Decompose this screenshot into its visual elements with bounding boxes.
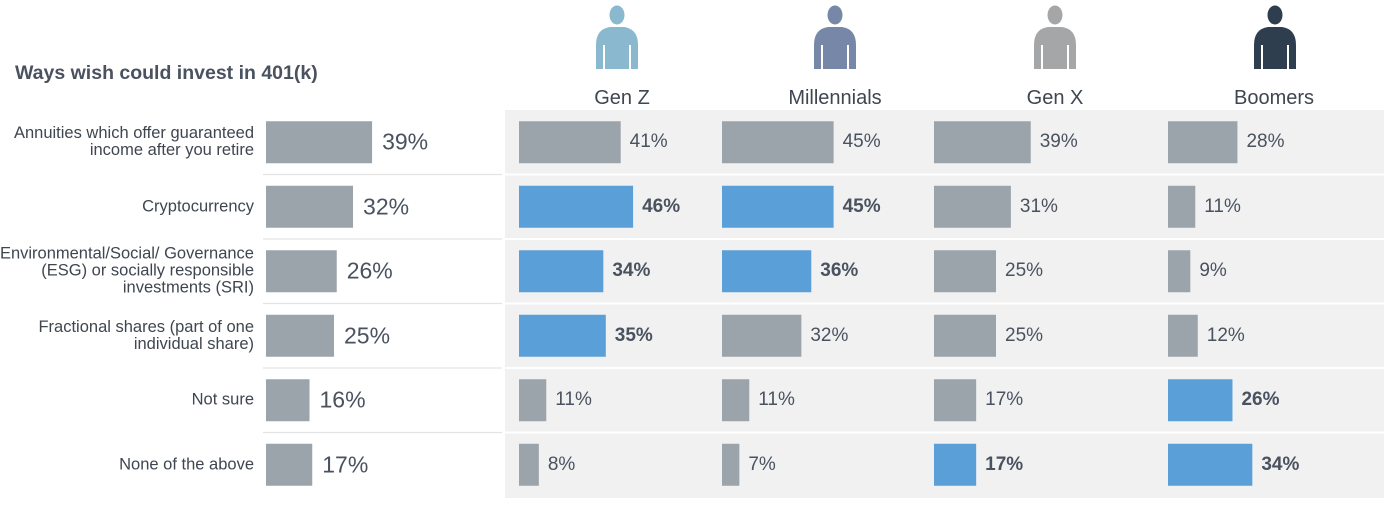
generation-value-label: 9% [1199, 260, 1227, 282]
overall-bar [266, 379, 310, 422]
overall-value-label: 39% [382, 128, 429, 155]
generation-header: Gen Z [594, 87, 650, 109]
overall-value-label: 17% [322, 451, 369, 478]
generation-value-label: 31% [1019, 195, 1058, 217]
category-label: Annuities which offer guaranteed income … [13, 124, 254, 160]
generation-value-label: 45% [842, 131, 881, 153]
generation-value-label: 7% [748, 453, 776, 475]
person-icon [814, 5, 856, 69]
category-label: None of the above [119, 455, 254, 474]
person-icon [1254, 5, 1296, 69]
generation-bar [1168, 314, 1198, 357]
category-label: Fractional shares (part of one individua… [38, 317, 254, 353]
generation-value-label: 26% [1241, 389, 1280, 411]
overall-value-label: 25% [344, 322, 391, 349]
generation-value-label: 11% [758, 389, 795, 411]
person-icon [1034, 5, 1076, 69]
generation-value-label: 36% [820, 260, 859, 282]
generation-value-label: 46% [642, 195, 681, 217]
overall-value-label: 32% [363, 193, 410, 220]
generation-bar [1168, 185, 1196, 228]
generation-value-label: 12% [1206, 324, 1245, 346]
generation-value-label: 25% [1005, 260, 1044, 282]
generation-bar [722, 121, 834, 164]
generation-header: Boomers [1233, 87, 1315, 109]
generation-value-label: 8% [547, 453, 576, 475]
generation-bar [934, 121, 1031, 164]
generation-bar [722, 185, 834, 228]
generation-value-label: 17% [985, 453, 1024, 475]
generation-bar [934, 443, 977, 486]
generation-value-label: 11% [1204, 195, 1241, 217]
generation-value-label: 25% [1005, 324, 1044, 346]
generation-value-label: 28% [1246, 131, 1285, 153]
overall-bar [266, 121, 373, 164]
generation-value-label: 39% [1039, 131, 1078, 153]
person-icon [596, 5, 638, 69]
generation-value-label: 34% [1261, 453, 1300, 475]
generation-bar [934, 379, 977, 422]
category-label: Not sure [191, 390, 254, 409]
generation-bar [934, 314, 996, 357]
generation-value-label: 17% [985, 389, 1024, 411]
generation-bar [722, 250, 812, 293]
generation-bar [519, 379, 547, 422]
overall-bar [266, 443, 313, 486]
overall-bar [266, 250, 337, 293]
generation-value-label: 45% [842, 195, 881, 217]
generation-bar [934, 250, 996, 293]
chart-title: Ways wish could invest in 401(k) [15, 62, 318, 84]
generation-bar [934, 185, 1011, 228]
generation-bar [722, 379, 750, 422]
generation-value-label: 32% [810, 324, 849, 346]
generation-header: Millennials [788, 87, 882, 109]
generation-bar [519, 314, 606, 357]
generation-bar [722, 443, 740, 486]
generation-header: Gen X [1026, 87, 1084, 109]
generation-bar [519, 121, 621, 164]
generation-bar [519, 250, 604, 293]
category-label: Environmental/Social/ Governance (ESG) o… [0, 244, 254, 297]
generation-value-label: 34% [612, 260, 651, 282]
overall-bar [266, 314, 334, 357]
category-label: Cryptocurrency [142, 197, 254, 216]
generation-bar [722, 314, 802, 357]
generation-value-label: 11% [555, 389, 592, 411]
generation-bar [1168, 379, 1233, 422]
generation-bar [519, 185, 634, 228]
generation-value-label: 35% [614, 324, 653, 346]
generation-bar [1168, 250, 1191, 293]
generation-bar [1168, 121, 1238, 164]
generation-bar [519, 443, 539, 486]
overall-value-label: 16% [319, 386, 366, 413]
overall-bar [266, 185, 354, 228]
generation-bar [1168, 443, 1253, 486]
overall-value-label: 26% [346, 257, 393, 284]
generation-value-label: 41% [629, 131, 668, 153]
